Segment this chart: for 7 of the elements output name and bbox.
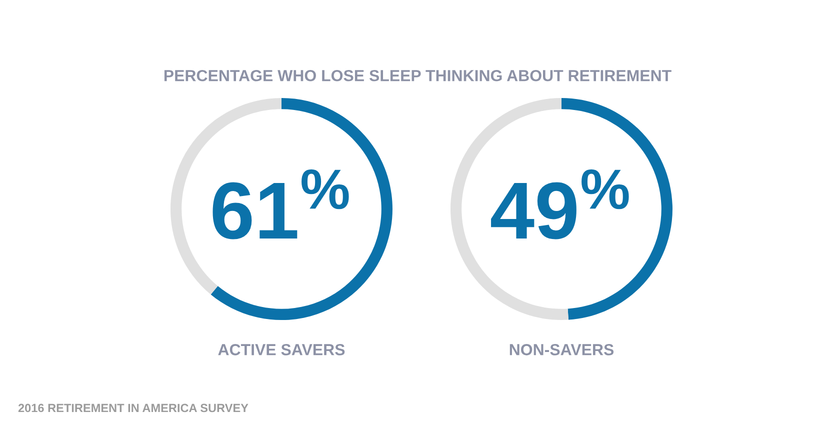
data-label: 49$^{%}$: [491, 169, 629, 240]
chart-title: PERCENTAGE WHO LOSE SLEEP THINKING ABOUT RETIREMENT: [164, 70, 672, 82]
data-label: 61$^{%}$: [212, 169, 349, 240]
text: NON-SAVERS: [510, 344, 614, 356]
text: ACTIVE SAVERS: [218, 344, 345, 356]
text: 2016 RETIREMENT IN AMERICA SURVEY: [18, 404, 248, 412]
donut-slice: [210, 98, 392, 320]
